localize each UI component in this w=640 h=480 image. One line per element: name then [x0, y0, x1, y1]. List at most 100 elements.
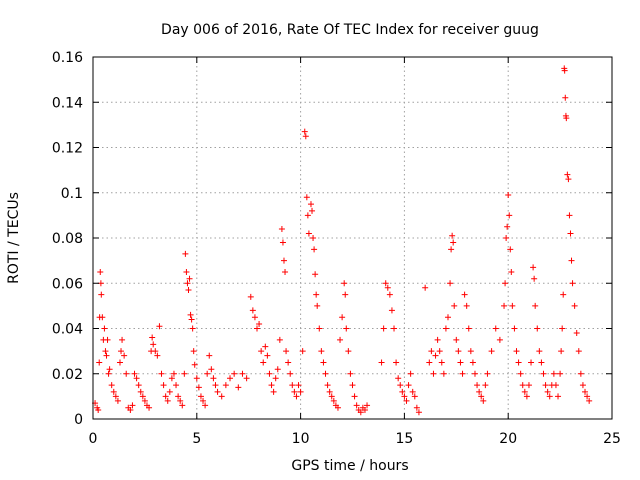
data-point — [326, 388, 333, 395]
data-point — [467, 348, 474, 355]
data-point — [99, 314, 106, 321]
data-point — [351, 393, 358, 400]
data-point — [488, 348, 495, 355]
data-point — [210, 375, 217, 382]
data-point — [187, 311, 194, 318]
data-point — [127, 406, 134, 413]
data-point — [496, 336, 503, 343]
data-point — [190, 348, 197, 355]
data-point — [112, 393, 119, 400]
data-point — [455, 348, 462, 355]
data-point — [505, 192, 512, 199]
data-point — [397, 382, 404, 389]
x-tick-label: 5 — [192, 431, 201, 447]
y-tick-label: 0.1 — [61, 186, 83, 202]
data-point — [214, 388, 221, 395]
data-point — [309, 207, 316, 214]
data-point — [287, 370, 294, 377]
data-point — [129, 402, 136, 409]
data-point — [430, 370, 437, 377]
data-point — [463, 302, 470, 309]
data-point — [422, 284, 429, 291]
data-point — [555, 393, 562, 400]
data-point — [104, 336, 111, 343]
data-point — [341, 280, 348, 287]
data-point — [434, 336, 441, 343]
data-point — [96, 359, 103, 366]
data-point — [378, 359, 385, 366]
x-tick-label: 20 — [499, 431, 517, 447]
data-point — [200, 397, 207, 404]
data-point — [131, 370, 138, 377]
data-point — [179, 402, 186, 409]
x-tick-label: 10 — [292, 431, 310, 447]
data-point — [474, 382, 481, 389]
data-point — [295, 382, 302, 389]
data-point — [152, 348, 159, 355]
y-tick-label: 0.06 — [52, 276, 83, 292]
data-point — [482, 382, 489, 389]
y-tick-label: 0.16 — [52, 50, 83, 66]
data-point — [186, 275, 193, 282]
data-point — [307, 201, 314, 208]
data-point — [562, 94, 569, 101]
data-point — [316, 325, 323, 332]
data-point — [448, 246, 455, 253]
data-point — [170, 370, 177, 377]
data-point — [582, 388, 589, 395]
data-point — [119, 336, 126, 343]
data-point — [559, 325, 566, 332]
data-point — [110, 388, 117, 395]
data-point — [380, 325, 387, 332]
data-point — [577, 370, 584, 377]
data-point — [318, 348, 325, 355]
data-point — [507, 246, 514, 253]
axis-ticks: 0 0.02 0.04 0.06 0.08 0.1 0.12 0.14 0.16 0 5 10 15 20… — [52, 50, 621, 447]
x-tick-label: 15 — [395, 431, 413, 447]
data-point — [334, 404, 341, 411]
data-point — [403, 397, 410, 404]
data-point — [450, 239, 457, 246]
data-point — [459, 370, 466, 377]
data-point — [519, 382, 526, 389]
data-point — [343, 325, 350, 332]
data-point — [181, 370, 188, 377]
data-point — [411, 393, 418, 400]
data-point — [135, 382, 142, 389]
data-point — [166, 388, 173, 395]
data-point — [550, 370, 557, 377]
data-point — [227, 375, 234, 382]
data-point — [339, 314, 346, 321]
data-point — [501, 302, 508, 309]
data-point — [447, 280, 454, 287]
data-point — [361, 406, 368, 413]
data-point — [536, 348, 543, 355]
data-point — [258, 348, 265, 355]
data-point — [471, 370, 478, 377]
data-point — [557, 370, 564, 377]
data-point — [305, 230, 312, 237]
data-point — [197, 393, 204, 400]
data-point — [395, 375, 402, 382]
data-point — [146, 404, 153, 411]
data-point — [310, 235, 317, 241]
data-point — [297, 388, 304, 395]
data-point — [509, 302, 516, 309]
data-point — [415, 409, 422, 416]
data-point — [218, 393, 225, 400]
data-point — [185, 287, 192, 294]
data-point — [484, 370, 491, 377]
data-point — [188, 316, 195, 323]
data-point — [521, 388, 528, 395]
data-point — [212, 382, 219, 389]
data-point — [428, 348, 435, 355]
data-point — [440, 370, 447, 377]
data-point — [302, 133, 309, 140]
data-point — [347, 370, 354, 377]
data-point — [442, 325, 449, 332]
data-point — [480, 397, 487, 404]
data-point — [247, 293, 254, 300]
data-point — [391, 325, 398, 332]
data-point — [184, 280, 191, 287]
data-point — [453, 336, 460, 343]
